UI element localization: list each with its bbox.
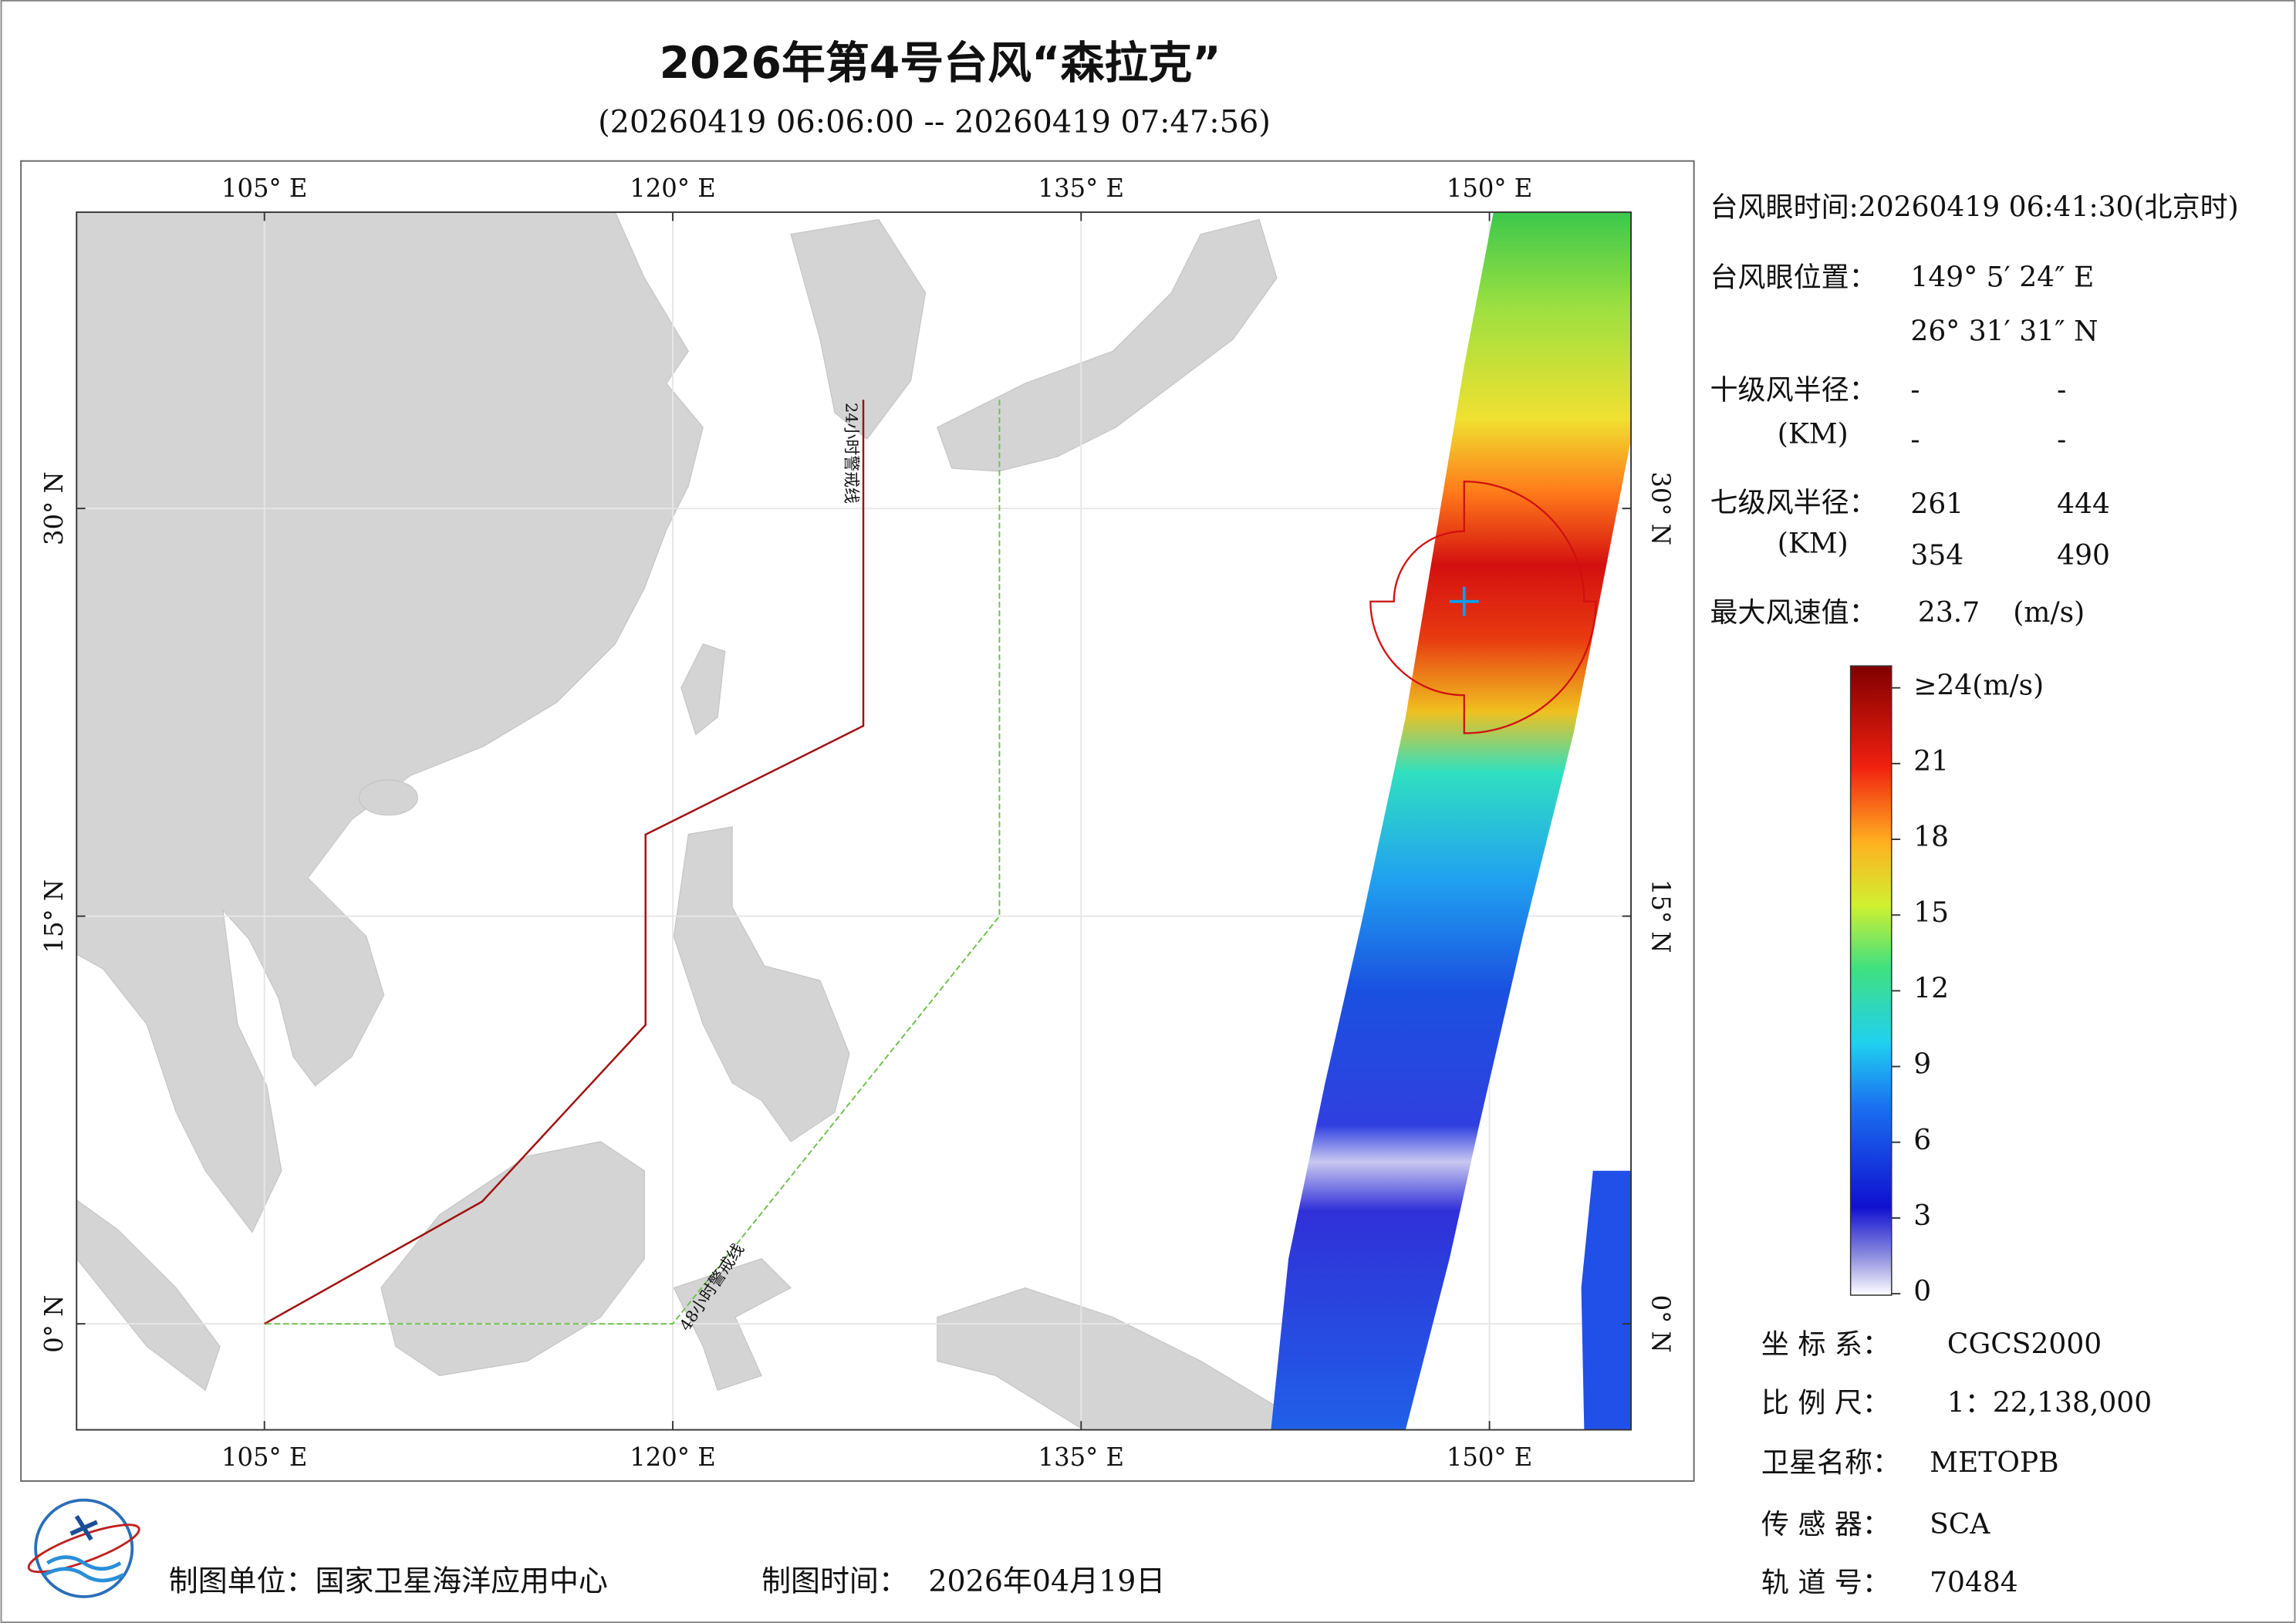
y-tick-label: 15° N	[1646, 879, 1676, 953]
subtitle: (20260419 06:06:00 -- 20260419 07:47:56)	[598, 104, 1271, 140]
wind-swath	[1271, 212, 1632, 1430]
r7-value: 354	[1910, 540, 1963, 572]
r10-value: -	[2057, 424, 2066, 456]
r10-label: 十级风半径：	[1710, 374, 1877, 406]
r10-value: -	[1910, 374, 1920, 406]
vmax-unit: (m/s)	[2013, 597, 2085, 629]
r10-unit: (KM)	[1778, 418, 1849, 450]
vmax-label: 最大风速值：	[1710, 597, 1877, 629]
x-tick-label: 135° E	[1038, 174, 1124, 203]
orbit-label: 轨 道 号：	[1761, 1567, 1890, 1599]
colorbar-tick-label: 3	[1913, 1200, 1931, 1232]
y-tick-label: 15° N	[39, 879, 69, 953]
wind-swath-edge	[1581, 1170, 1632, 1430]
scale: 1：22,138,000	[1947, 1387, 2152, 1419]
y-tick-label: 30° N	[39, 471, 69, 545]
r7-value: 261	[1910, 488, 1963, 520]
x-tick-label: 150° E	[1447, 174, 1532, 203]
x-tick-label: 135° E	[1038, 1442, 1124, 1472]
colorbar-tick-label: 12	[1913, 973, 1949, 1004]
colorbar-tick-label: 0	[1913, 1276, 1931, 1308]
colorbar-ticks: ≥24(m/s) 21 18 15 12 9 6 3 0	[1891, 670, 2044, 1308]
sensor: SCA	[1930, 1509, 1990, 1540]
r7-unit: (KM)	[1778, 528, 1849, 560]
warning-line	[264, 400, 1001, 1325]
x-tick-label: 120° E	[630, 174, 715, 203]
orbit: 70484	[1930, 1567, 2018, 1599]
colorbar-tick-label: 21	[1913, 746, 1949, 778]
colorbar	[1849, 665, 1893, 1296]
satellite-label: 卫星名称：	[1761, 1447, 1900, 1479]
r7-label: 七级风半径：	[1710, 488, 1877, 519]
x-tick-label: 105° E	[221, 174, 307, 203]
eye-pos-label: 台风眼位置：	[1710, 262, 1877, 293]
title: 2026年第4号台风“森拉克”	[660, 38, 1221, 89]
warning-line-label: 24小时警戒线	[842, 403, 860, 504]
y-tick-label: 30° N	[1646, 471, 1676, 545]
typhoon-eye	[1449, 586, 1479, 616]
logo	[27, 1498, 140, 1598]
x-tick-label: 120° E	[630, 1442, 715, 1472]
sensor-label: 传 感 器：	[1761, 1509, 1890, 1540]
r10-value: -	[1910, 424, 1920, 456]
r10-value: -	[2057, 374, 2066, 406]
colorbar-tick-label: 6	[1913, 1125, 1931, 1156]
r7-value: 490	[2057, 540, 2110, 572]
map-frame	[20, 160, 1695, 1482]
x-tick-label: 150° E	[1447, 1442, 1532, 1472]
y-tick-label: 0° N	[1646, 1295, 1676, 1353]
vmax-value: 23.7	[1918, 597, 1980, 629]
footer-time: 2026年04月19日	[928, 1564, 1165, 1598]
colorbar-tick-label: ≥24(m/s)	[1913, 670, 2044, 702]
eye-time: 台风眼时间:20260419 06:41:30(北京时)	[1710, 191, 2239, 223]
satellite: METOPB	[1930, 1447, 2059, 1479]
colorbar-tick-label: 18	[1913, 822, 1949, 853]
plot-frame	[76, 211, 1633, 1431]
scale-label: 比 例 尺：	[1761, 1387, 1890, 1419]
footer-unit: 制图单位：国家卫星海洋应用中心	[169, 1564, 608, 1598]
colorbar-tick-label: 15	[1913, 897, 1949, 929]
footer-time-label: 制图时间：	[761, 1564, 908, 1598]
warning-line	[264, 400, 865, 1325]
eye-lon: 149° 5′ 24″ E	[1910, 262, 2094, 293]
crs-label: 坐 标 系：	[1761, 1328, 1890, 1360]
eye-lat: 26° 31′ 31″ N	[1910, 316, 2098, 348]
crs: CGCS2000	[1947, 1328, 2102, 1360]
x-tick-label: 105° E	[221, 1442, 307, 1472]
y-tick-label: 0° N	[39, 1295, 69, 1353]
colorbar-tick-label: 9	[1913, 1049, 1931, 1081]
r7-value: 444	[2057, 488, 2110, 520]
wind-radius	[1369, 481, 1597, 734]
